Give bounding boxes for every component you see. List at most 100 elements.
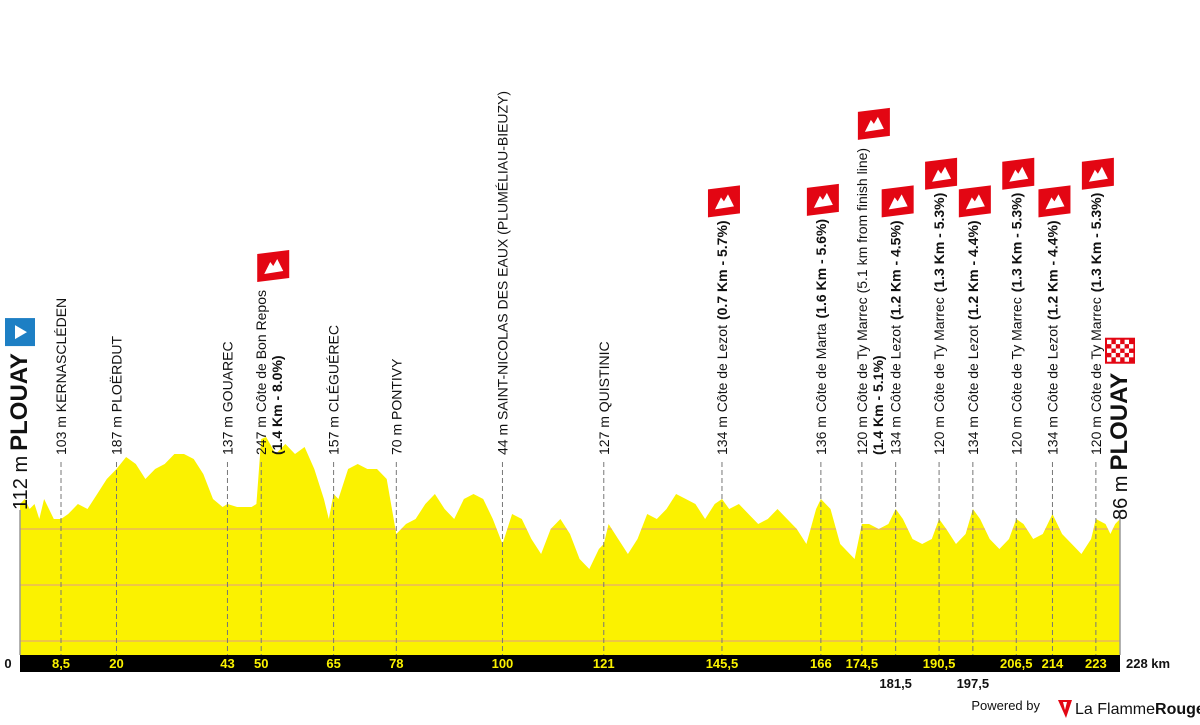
x-tick-label: 214 <box>1042 656 1064 671</box>
flag-arrow <box>15 325 27 340</box>
flag-check <box>1115 357 1121 362</box>
climb-flag <box>925 157 958 190</box>
waypoint-text: 127 m QUISTINIC <box>596 341 612 455</box>
waypoint-text: 44 m SAINT-NICOLAS DES EAUX (PLUMÉLIAU-B… <box>494 91 510 455</box>
flag-check <box>1124 348 1129 353</box>
x-tick-label: 181,5 <box>879 676 912 691</box>
climb-flag <box>1002 157 1035 190</box>
flag-mountain <box>1009 166 1029 182</box>
waypoint-bold: (1.3 Km - 5.3%) <box>1088 193 1104 293</box>
waypoint-label: 120 m Côte de Ty Marrec (1.3 Km - 5.3%) <box>1008 193 1024 455</box>
brand-b: Rouge <box>1155 701 1200 718</box>
waypoint-label: 70 m PONTIVY <box>388 358 404 455</box>
waypoint-text: 137 m GOUAREC <box>219 341 235 455</box>
waypoint-bold: (0.7 Km - 5.7%) <box>714 220 730 320</box>
waypoint-label: 120 m Côte de Ty Marrec (1.3 Km - 5.3%) <box>1088 193 1104 455</box>
x-tick-label: 43 <box>220 656 234 671</box>
waypoint-text: 120 m Côte de Ty Marrec (5.1 km from fin… <box>854 148 870 455</box>
finish-flag <box>1105 337 1135 364</box>
waypoint-label: 86 m PLOUAY <box>1106 373 1133 520</box>
climb-flag <box>257 250 290 282</box>
waypoint-text: 136 m Côte de Marta <box>813 323 829 455</box>
x-tick-label: 0 <box>4 656 11 671</box>
x-tick-label: 197,5 <box>957 676 990 691</box>
flag-check <box>1107 339 1112 345</box>
waypoint-label: 134 m Côte de Lezot (0.7 Km - 5.7%) <box>714 220 730 455</box>
flag-mountain <box>813 192 833 208</box>
waypoint-text: 247 m Côte de Bon Repos <box>253 290 269 455</box>
waypoint-text: 134 m Côte de Lezot <box>965 325 981 455</box>
start-flag <box>5 318 35 347</box>
flag-mountain <box>714 194 734 210</box>
flag-check <box>1129 352 1134 358</box>
x-tick-label: 20 <box>109 656 123 671</box>
waypoint-bold: (1.2 Km - 4.4%) <box>965 220 981 320</box>
flag-mountain <box>864 116 884 132</box>
profile-area <box>20 437 1120 655</box>
waypoint-text: 86 m <box>1110 476 1132 520</box>
flag-mountain <box>965 194 985 210</box>
waypoint-text: 120 m Côte de Ty Marrec <box>931 297 947 455</box>
waypoint-bold: PLOUAY <box>1106 373 1133 471</box>
waypoint-label: 112 m PLOUAY <box>6 353 33 510</box>
x-tick-label: 190,5 <box>923 656 956 671</box>
waypoint-text: 134 m Côte de Lezot <box>888 325 904 455</box>
brand: La FlammeRouge <box>1075 701 1200 718</box>
x-tick-label: 145,5 <box>706 656 739 671</box>
waypoint-text: 187 m PLOËRDUT <box>108 336 124 455</box>
climb-flag <box>1038 185 1071 218</box>
x-tick-label: 65 <box>326 656 340 671</box>
climb-flag <box>806 183 839 216</box>
x-tick-label: 121 <box>593 656 615 671</box>
waypoint-bold: (1.2 Km - 4.5%) <box>888 220 904 320</box>
flag-check <box>1107 357 1112 362</box>
waypoint-label: 120 m Côte de Ty Marrec (1.3 Km - 5.3%) <box>931 193 947 455</box>
flag-mountain <box>1088 166 1108 182</box>
waypoint-label: 134 m Côte de Lezot (1.2 Km - 4.4%) <box>965 220 981 455</box>
flag-check <box>1115 348 1121 353</box>
flag-mountain <box>888 194 908 210</box>
flag-mountain <box>264 259 284 274</box>
waypoint-bold: (1.6 Km - 5.6%) <box>813 219 829 319</box>
waypoint-line2: (1.4 Km - 5.1%) <box>870 355 886 455</box>
flag-check <box>1124 339 1129 345</box>
waypoint-label: 247 m Côte de Bon Repos <box>253 290 269 455</box>
climb-flag <box>857 107 890 140</box>
waypoint-text: 134 m Côte de Lezot <box>714 325 730 455</box>
brand-a: La Flamme <box>1075 701 1155 718</box>
x-tick-label: 228 km <box>1126 656 1170 671</box>
x-tick-label: 174,5 <box>846 656 879 671</box>
waypoint-text: 134 m Côte de Lezot <box>1044 325 1060 455</box>
climb-flag <box>1081 157 1114 190</box>
waypoint-label: 157 m CLÉGUÉREC <box>326 325 342 455</box>
x-tick-label: 8,5 <box>52 656 70 671</box>
x-tick-label: 50 <box>254 656 268 671</box>
waypoint-text: 157 m CLÉGUÉREC <box>326 325 342 455</box>
waypoint-label: 136 m Côte de Marta (1.6 Km - 5.6%) <box>813 219 829 455</box>
waypoint-text: 70 m PONTIVY <box>388 358 404 455</box>
waypoint-bold: (1.3 Km - 5.3%) <box>1008 193 1024 293</box>
x-tick-label: 78 <box>389 656 403 671</box>
distance-bar <box>20 655 1120 672</box>
x-tick-label: 166 <box>810 656 832 671</box>
flag-check <box>1129 344 1134 349</box>
waypoint-label: 137 m GOUAREC <box>219 341 235 455</box>
waypoint-label: 103 m KERNASCLÉDEN <box>53 298 69 455</box>
flag-check <box>1111 352 1116 358</box>
climb-flag <box>707 185 740 218</box>
flag-mountain <box>932 166 952 182</box>
waypoint-label: 134 m Côte de Lezot (1.2 Km - 4.5%) <box>888 220 904 455</box>
waypoint-label: 127 m QUISTINIC <box>596 341 612 455</box>
flag-mountain <box>1045 194 1065 210</box>
waypoint-text: 103 m KERNASCLÉDEN <box>53 298 69 455</box>
brand-logo-cut <box>1063 702 1067 710</box>
flag-check <box>1120 352 1125 358</box>
climb-flag <box>958 185 991 218</box>
flag-check <box>1111 344 1116 349</box>
climb-flag <box>881 185 914 218</box>
waypoint-label: 44 m SAINT-NICOLAS DES EAUX (PLUMÉLIAU-B… <box>494 91 510 455</box>
waypoint-text: 120 m Côte de Ty Marrec <box>1008 297 1024 455</box>
flag-check <box>1124 357 1129 362</box>
waypoint-label: 187 m PLOËRDUT <box>108 336 124 455</box>
